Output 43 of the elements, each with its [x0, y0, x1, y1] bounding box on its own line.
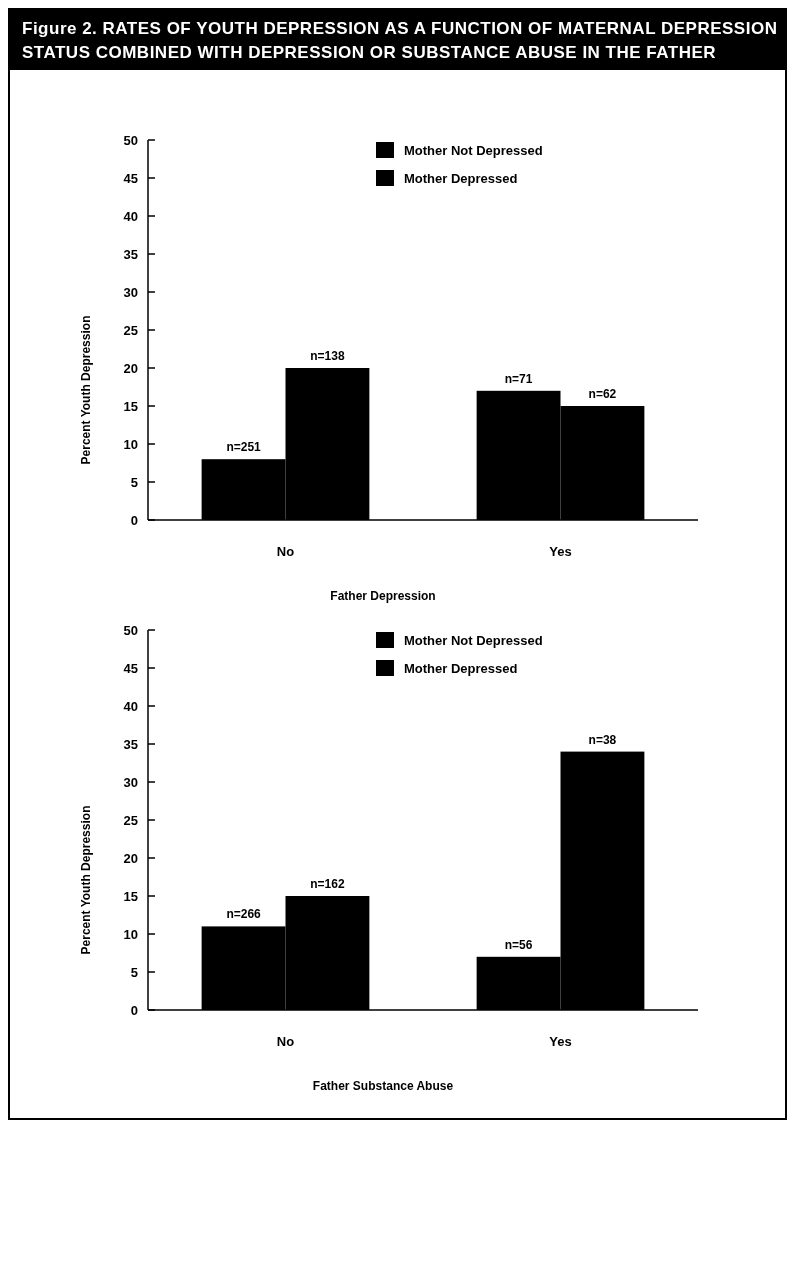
y-tick-label: 15	[123, 398, 138, 414]
legend-label: Mother Not Depressed	[404, 142, 543, 158]
y-tick-label: 0	[130, 512, 138, 528]
y-tick-label: 50	[123, 132, 138, 148]
y-tick-label: 30	[123, 774, 138, 790]
x-tick-label: No	[276, 544, 295, 559]
annotation: n=162	[310, 877, 345, 891]
x-tick-label: Yes	[549, 1034, 572, 1049]
x-axis-title: Father Substance Abuse	[312, 1079, 454, 1093]
annotation: n=251	[226, 440, 262, 455]
y-tick-label: 35	[123, 736, 138, 752]
y-tick-label: 40	[123, 208, 138, 224]
y-tick-label: 30	[123, 284, 138, 300]
y-tick-label: 5	[130, 964, 138, 980]
legend-label: Mother Not Depressed	[404, 632, 543, 648]
y-tick-label: 40	[123, 698, 138, 714]
y-tick-label: 45	[123, 170, 138, 186]
annotation: n=138	[310, 349, 345, 363]
annotation: n=71	[504, 371, 533, 386]
y-tick-label: 20	[123, 360, 138, 376]
x-tick-label: Yes	[549, 544, 572, 559]
y-tick-label: 10	[123, 436, 138, 452]
annotation: n=38	[588, 732, 617, 747]
y-axis-title: Percent Youth Depression	[79, 805, 93, 955]
x-tick-label: No	[276, 1034, 295, 1049]
x-axis-title: Father Depression	[330, 589, 436, 603]
annotation: n=56	[504, 937, 533, 952]
y-tick-label: 5	[130, 474, 138, 490]
y-tick-label: 15	[123, 888, 138, 904]
y-axis-title: Percent Youth Depression	[79, 315, 93, 465]
annotation: n=266	[226, 907, 262, 922]
y-tick-label: 45	[123, 660, 138, 676]
chart-title: Figure 2. RATES OF YOUTH DEPRESSION AS A FUNCTION OF MATERNAL DEPRESSION STATUS COMBINED WITH DEPRESSION OR SUBSTANCE ABUSE IN THE FATHER	[22, 19, 778, 62]
y-tick-label: 0	[130, 1002, 138, 1018]
legend-label: Mother Depressed	[404, 660, 518, 676]
y-tick-label: 25	[123, 322, 138, 338]
y-tick-label: 35	[123, 246, 138, 262]
y-tick-label: 25	[123, 812, 138, 828]
annotation: n=62	[588, 387, 617, 401]
y-tick-label: 10	[123, 926, 138, 942]
y-tick-label: 50	[123, 622, 138, 638]
legend-label: Mother Depressed	[404, 170, 518, 186]
y-tick-label: 20	[123, 850, 138, 866]
